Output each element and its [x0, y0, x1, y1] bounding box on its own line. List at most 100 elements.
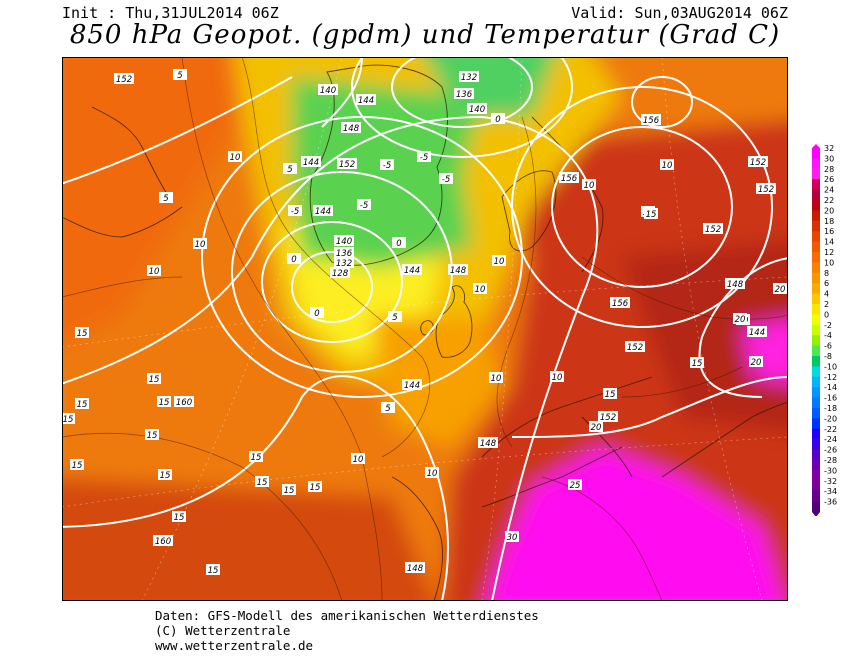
legend-swatch [812, 387, 820, 398]
geo-label: 128 [330, 267, 350, 279]
geo-label-text: 148 [450, 266, 467, 276]
geo-label: 156 [641, 114, 661, 126]
temp-label-text: 25 [570, 481, 581, 491]
geo-label: 140 [467, 103, 487, 115]
temp-label-text: 10 [149, 267, 160, 277]
footer-copyright: (C) Wetterzentrale [155, 623, 291, 638]
legend-swatch [812, 366, 820, 378]
temp-label: 10 [193, 238, 207, 250]
legend-swatch [812, 314, 820, 326]
legend-label: -20 [824, 414, 837, 423]
geo-label-text: 132 [461, 73, 477, 83]
geo-label-text: 136 [456, 90, 473, 100]
temp-label-text: 20 [751, 358, 762, 368]
temp-field-orange-mid [372, 317, 502, 447]
temp-label: 10 [492, 255, 506, 267]
temp-label: 15 [249, 451, 263, 463]
temp-label-text: 0 [495, 115, 500, 125]
legend-swatch [812, 345, 820, 357]
legend-swatch [812, 241, 820, 253]
temp-label-text: 20 [775, 285, 786, 295]
legend-label: 12 [824, 248, 834, 257]
legend-label: 22 [824, 196, 834, 205]
temp-label: 15 [603, 388, 617, 400]
legend-swatch [812, 439, 820, 450]
legend-swatch [812, 449, 820, 461]
geo-label: 140 [318, 84, 338, 96]
legend-label: 18 [824, 217, 834, 226]
geo-label-text: 144 [404, 381, 420, 391]
temp-label: 15 [255, 476, 269, 488]
geo-label: 156 [610, 297, 630, 309]
geo-label: 152 [703, 223, 723, 235]
temp-label: 10 [351, 453, 365, 465]
temp-label-text: 15 [605, 390, 616, 400]
geo-label: 144 [301, 156, 321, 168]
legend-label: -34 [824, 487, 837, 496]
geo-label-text: 140 [469, 105, 485, 115]
legend-label: -12 [824, 373, 837, 382]
geo-label-text: 152 [339, 160, 355, 170]
legend-labels: 32302826242220181614121086420-2-4-6-8-10… [824, 144, 837, 507]
temp-label-text: 15 [77, 400, 88, 410]
temp-label: 10 [147, 265, 161, 277]
temp-label: 5 [173, 69, 187, 81]
geo-label-text: 132 [336, 259, 352, 269]
temp-label: 10 [550, 371, 564, 383]
legend-label: 2 [824, 300, 829, 309]
legend-swatch [812, 252, 820, 263]
geo-label: 136 [334, 247, 354, 259]
temp-label-text: 10 [494, 257, 505, 267]
legend-label: -10 [824, 362, 837, 371]
temp-label: -5 [288, 205, 302, 217]
geo-label-text: 148 [343, 124, 360, 134]
legend-swatch [812, 397, 820, 409]
legend-label: -28 [824, 456, 837, 465]
temp-label: 15 [147, 373, 161, 385]
geo-label-text: 152 [600, 413, 616, 423]
temp-label: 15 [690, 357, 704, 369]
legend-swatch [812, 262, 820, 274]
geo-label: 152 [114, 73, 134, 85]
geo-label-text: 148 [480, 439, 497, 449]
legend-swatch [812, 408, 820, 419]
init-time: Init : Thu,31JUL2014 06Z [62, 4, 279, 22]
geo-label: 144 [356, 94, 376, 106]
temp-label-text: 10 [662, 161, 673, 171]
temp-label-text: 15 [208, 566, 219, 576]
legend-swatch [812, 356, 820, 367]
temp-label-text: 15 [63, 415, 74, 425]
legend-arrow-bottom [812, 512, 820, 516]
legend-label: -2 [824, 321, 832, 330]
temp-label: 0 [287, 253, 301, 265]
temp-label: 0 [310, 307, 324, 319]
geo-label: 152 [748, 156, 768, 168]
geo-label-text: 144 [315, 207, 331, 217]
legend-label: -32 [824, 477, 837, 486]
legend-label: -8 [824, 352, 832, 361]
temp-label-text: 5 [177, 71, 182, 81]
temp-label: 15 [70, 459, 84, 471]
map-title: 850 hPa Geopot. (gpdm) und Temperatur (G… [69, 20, 781, 50]
temp-label-text: -5 [383, 161, 391, 171]
temp-label-text: 15 [160, 471, 171, 481]
geo-label-text: 140 [336, 237, 352, 247]
legend-swatch [812, 148, 820, 159]
temp-label: 5 [283, 163, 297, 175]
geo-label: 152 [598, 411, 618, 423]
geo-label: 148 [725, 278, 745, 290]
valid-time: Valid: Sun,03AUG2014 06Z [571, 4, 788, 22]
legend-swatch [812, 158, 820, 170]
temp-label: 15 [206, 564, 220, 576]
temp-label: 0 [491, 113, 505, 125]
legend-swatch [812, 470, 820, 482]
legend-label: 28 [824, 165, 834, 174]
geo-label-text: 148 [407, 564, 424, 574]
legend-label: -6 [824, 342, 832, 351]
legend-swatch [812, 231, 820, 242]
temp-label: 10 [228, 151, 242, 163]
geo-label: 160 [153, 535, 173, 547]
geo-label: 144 [747, 326, 767, 338]
geo-label: 156 [559, 172, 579, 184]
legend-swatch [812, 418, 820, 430]
